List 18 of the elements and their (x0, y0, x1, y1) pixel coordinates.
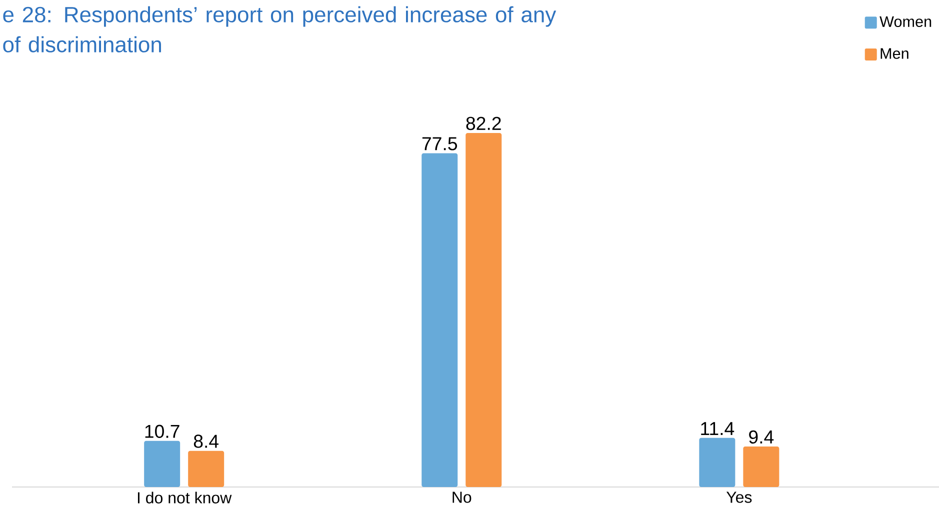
bar (743, 446, 780, 487)
bar (422, 153, 458, 487)
bar (699, 438, 736, 487)
legend-label: Women (880, 16, 932, 28)
x-tick-label: Yes (726, 492, 752, 503)
x-tick-label: I do not know (138, 492, 232, 504)
data-label: 8.4 (194, 434, 218, 448)
data-label: 10.7 (145, 424, 180, 438)
legend-label: Men (880, 48, 908, 59)
bar (188, 450, 224, 487)
chart-title: e 28: Respondents’ report on perceived increase of any of discrimination (3, 6, 556, 52)
data-label: 77.5 (422, 137, 458, 150)
bar (144, 440, 180, 487)
data-label: 82.2 (466, 116, 501, 130)
bar (466, 132, 502, 487)
x-tick-label: No (452, 492, 472, 503)
data-label: 11.4 (701, 422, 734, 435)
data-label: 9.4 (749, 430, 774, 444)
